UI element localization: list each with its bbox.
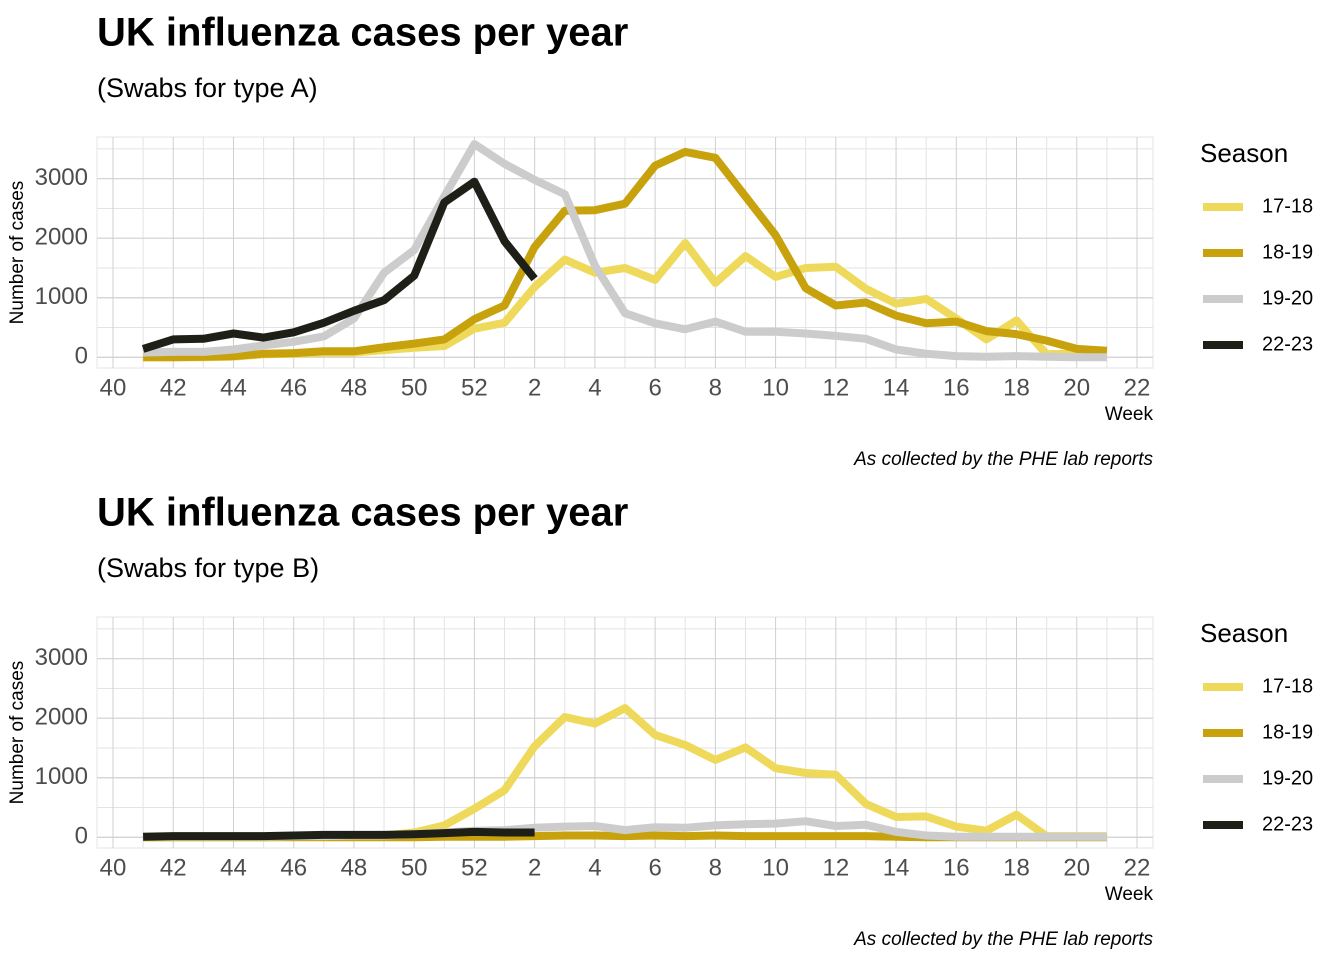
y-axis-title: Number of cases	[7, 181, 28, 325]
x-tick-label: 50	[401, 854, 428, 881]
x-axis-title: Week	[1105, 404, 1154, 425]
x-tick-label: 18	[1003, 854, 1030, 881]
chart-title: UK influenza cases per year	[97, 11, 628, 55]
x-tick-label: 16	[943, 854, 970, 881]
y-tick-label: 1000	[35, 283, 88, 310]
x-tick-label: 40	[100, 374, 127, 401]
x-tick-label: 22	[1124, 374, 1151, 401]
x-tick-label: 18	[1003, 374, 1030, 401]
x-tick-label: 44	[220, 854, 247, 881]
series-line	[143, 147, 1108, 362]
x-tick-label: 6	[648, 374, 661, 401]
x-tick-label: 40	[100, 854, 127, 881]
x-tick-label: 14	[883, 854, 910, 881]
y-tick-label: 2000	[35, 224, 88, 251]
x-tick-label: 10	[762, 374, 789, 401]
x-tick-label: 52	[461, 374, 488, 401]
x-tick-label: 2	[528, 854, 541, 881]
x-tick-label: 12	[822, 374, 849, 401]
x-tick-label: 48	[341, 374, 368, 401]
x-tick-label: 4	[588, 854, 601, 881]
legend-label: 18-19	[1262, 241, 1313, 263]
y-axis-title: Number of cases	[7, 661, 28, 805]
x-tick-label: 8	[709, 374, 722, 401]
x-axis-title: Week	[1105, 884, 1154, 905]
x-tick-label: 16	[943, 374, 970, 401]
y-tick-label: 3000	[35, 164, 88, 191]
chart-title: UK influenza cases per year	[97, 491, 628, 535]
y-tick-label: 3000	[35, 644, 88, 671]
legend-label: 22-23	[1262, 333, 1313, 355]
legend-label: 19-20	[1262, 287, 1313, 309]
legend-label: 17-18	[1262, 195, 1313, 217]
x-tick-label: 46	[280, 374, 307, 401]
x-tick-label: 20	[1063, 374, 1090, 401]
x-tick-label: 48	[341, 854, 368, 881]
x-tick-label: 46	[280, 854, 307, 881]
chart-panel: UK influenza cases per year (Swabs for ty…	[7, 11, 1313, 470]
series-line	[143, 140, 1107, 362]
chart-subtitle: (Swabs for type A)	[97, 73, 318, 103]
x-tick-label: 14	[883, 374, 910, 401]
x-tick-label: 22	[1124, 854, 1151, 881]
x-tick-label: 50	[401, 374, 428, 401]
y-tick-label: 1000	[35, 763, 88, 790]
legend-label: 19-20	[1262, 767, 1313, 789]
legend-title: Season	[1200, 618, 1288, 648]
legend-title: Season	[1200, 138, 1288, 168]
x-tick-label: 52	[461, 854, 488, 881]
x-tick-label: 10	[762, 854, 789, 881]
y-tick-label: 0	[75, 823, 88, 850]
x-tick-label: 8	[709, 854, 722, 881]
legend-label: 17-18	[1262, 675, 1313, 697]
caption: As collected by the PHE lab reports	[853, 929, 1153, 950]
y-tick-label: 2000	[35, 704, 88, 731]
x-tick-label: 44	[220, 374, 247, 401]
series-line	[143, 827, 535, 841]
caption: As collected by the PHE lab reports	[853, 449, 1153, 470]
x-tick-label: 12	[822, 854, 849, 881]
x-tick-label: 42	[160, 854, 187, 881]
series-line	[141, 177, 538, 353]
legend-label: 22-23	[1262, 813, 1313, 835]
chart-panel: UK influenza cases per year (Swabs for ty…	[7, 491, 1313, 950]
x-tick-label: 20	[1063, 854, 1090, 881]
x-tick-label: 2	[528, 374, 541, 401]
x-tick-label: 42	[160, 374, 187, 401]
x-tick-label: 6	[648, 854, 661, 881]
legend-label: 18-19	[1262, 721, 1313, 743]
y-tick-label: 0	[75, 343, 88, 370]
chart-subtitle: (Swabs for type B)	[97, 553, 319, 583]
x-tick-label: 4	[588, 374, 601, 401]
